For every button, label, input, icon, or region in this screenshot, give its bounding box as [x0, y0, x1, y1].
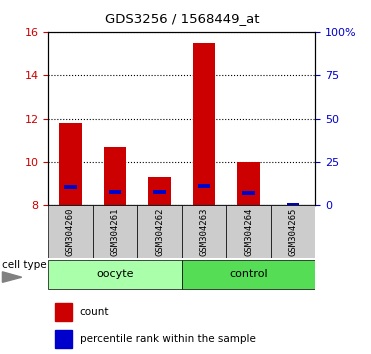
Text: GSM304260: GSM304260 — [66, 208, 75, 256]
Text: GSM304262: GSM304262 — [155, 208, 164, 256]
Bar — [287, 203, 299, 207]
Bar — [55, 303, 72, 321]
FancyBboxPatch shape — [48, 205, 93, 258]
FancyBboxPatch shape — [137, 205, 182, 258]
Bar — [104, 147, 126, 205]
Bar — [198, 184, 210, 188]
Bar — [59, 123, 82, 205]
Polygon shape — [3, 272, 22, 282]
Text: GSM304264: GSM304264 — [244, 208, 253, 256]
Text: GSM304263: GSM304263 — [200, 208, 209, 256]
Bar — [109, 190, 121, 194]
FancyBboxPatch shape — [93, 205, 137, 258]
Bar — [237, 162, 260, 205]
Text: GSM304265: GSM304265 — [289, 208, 298, 256]
Text: GDS3256 / 1568449_at: GDS3256 / 1568449_at — [105, 12, 259, 25]
FancyBboxPatch shape — [48, 260, 182, 289]
Text: control: control — [229, 269, 268, 279]
Text: count: count — [80, 307, 109, 317]
Bar — [193, 43, 215, 205]
Bar — [65, 185, 76, 189]
Text: percentile rank within the sample: percentile rank within the sample — [80, 334, 256, 344]
Text: cell type: cell type — [3, 261, 47, 270]
FancyBboxPatch shape — [182, 260, 315, 289]
Bar — [55, 330, 72, 348]
Bar — [243, 192, 255, 195]
Bar — [154, 190, 165, 194]
Text: oocyte: oocyte — [96, 269, 134, 279]
Bar — [148, 177, 171, 205]
Text: GSM304261: GSM304261 — [111, 208, 119, 256]
FancyBboxPatch shape — [226, 205, 271, 258]
FancyBboxPatch shape — [182, 205, 226, 258]
FancyBboxPatch shape — [271, 205, 315, 258]
